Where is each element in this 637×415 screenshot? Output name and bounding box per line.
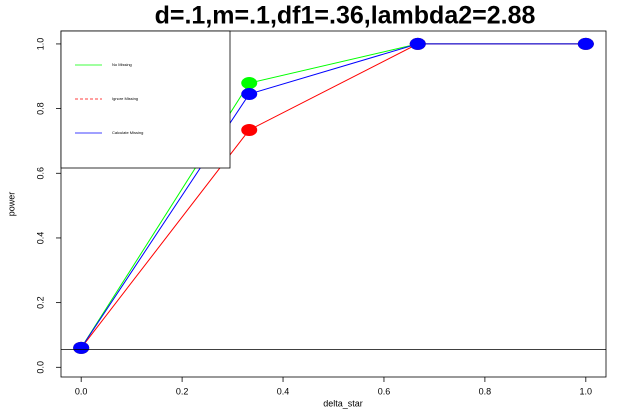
y-tick-label: 0.8 <box>35 102 45 115</box>
x-tick-label: 0.4 <box>277 386 290 396</box>
y-tick-label: 0.0 <box>35 361 45 374</box>
x-tick-label: 1.0 <box>580 386 593 396</box>
series-line <box>80 43 586 349</box>
data-point <box>241 123 258 136</box>
chart-title: d=.1,m=.1,df1=.36,lambda2=2.88 <box>155 2 536 30</box>
data-point <box>409 37 426 50</box>
plot-frame <box>60 30 607 378</box>
x-tick-label: 0.8 <box>479 386 492 396</box>
y-tick-label: 0.4 <box>35 232 45 245</box>
x-tick-label: 0.0 <box>75 386 88 396</box>
y-tick-label: 0.6 <box>35 167 45 180</box>
data-point <box>577 37 594 50</box>
y-tick-label: 1.0 <box>35 38 45 51</box>
y-axis-label: power <box>6 192 16 217</box>
legend-label: Ignore Missing <box>112 96 138 101</box>
x-tick-label: 0.2 <box>176 386 189 396</box>
x-axis-label: delta_star <box>323 398 363 408</box>
data-point <box>241 88 258 101</box>
data-point <box>241 77 258 90</box>
y-tick-label: 0.2 <box>35 296 45 309</box>
legend-label: No Missing <box>112 62 132 67</box>
x-tick-label: 0.6 <box>378 386 391 396</box>
legend-label: Calculate Missing <box>112 130 143 135</box>
data-point <box>73 341 90 354</box>
legend-box <box>60 30 231 169</box>
